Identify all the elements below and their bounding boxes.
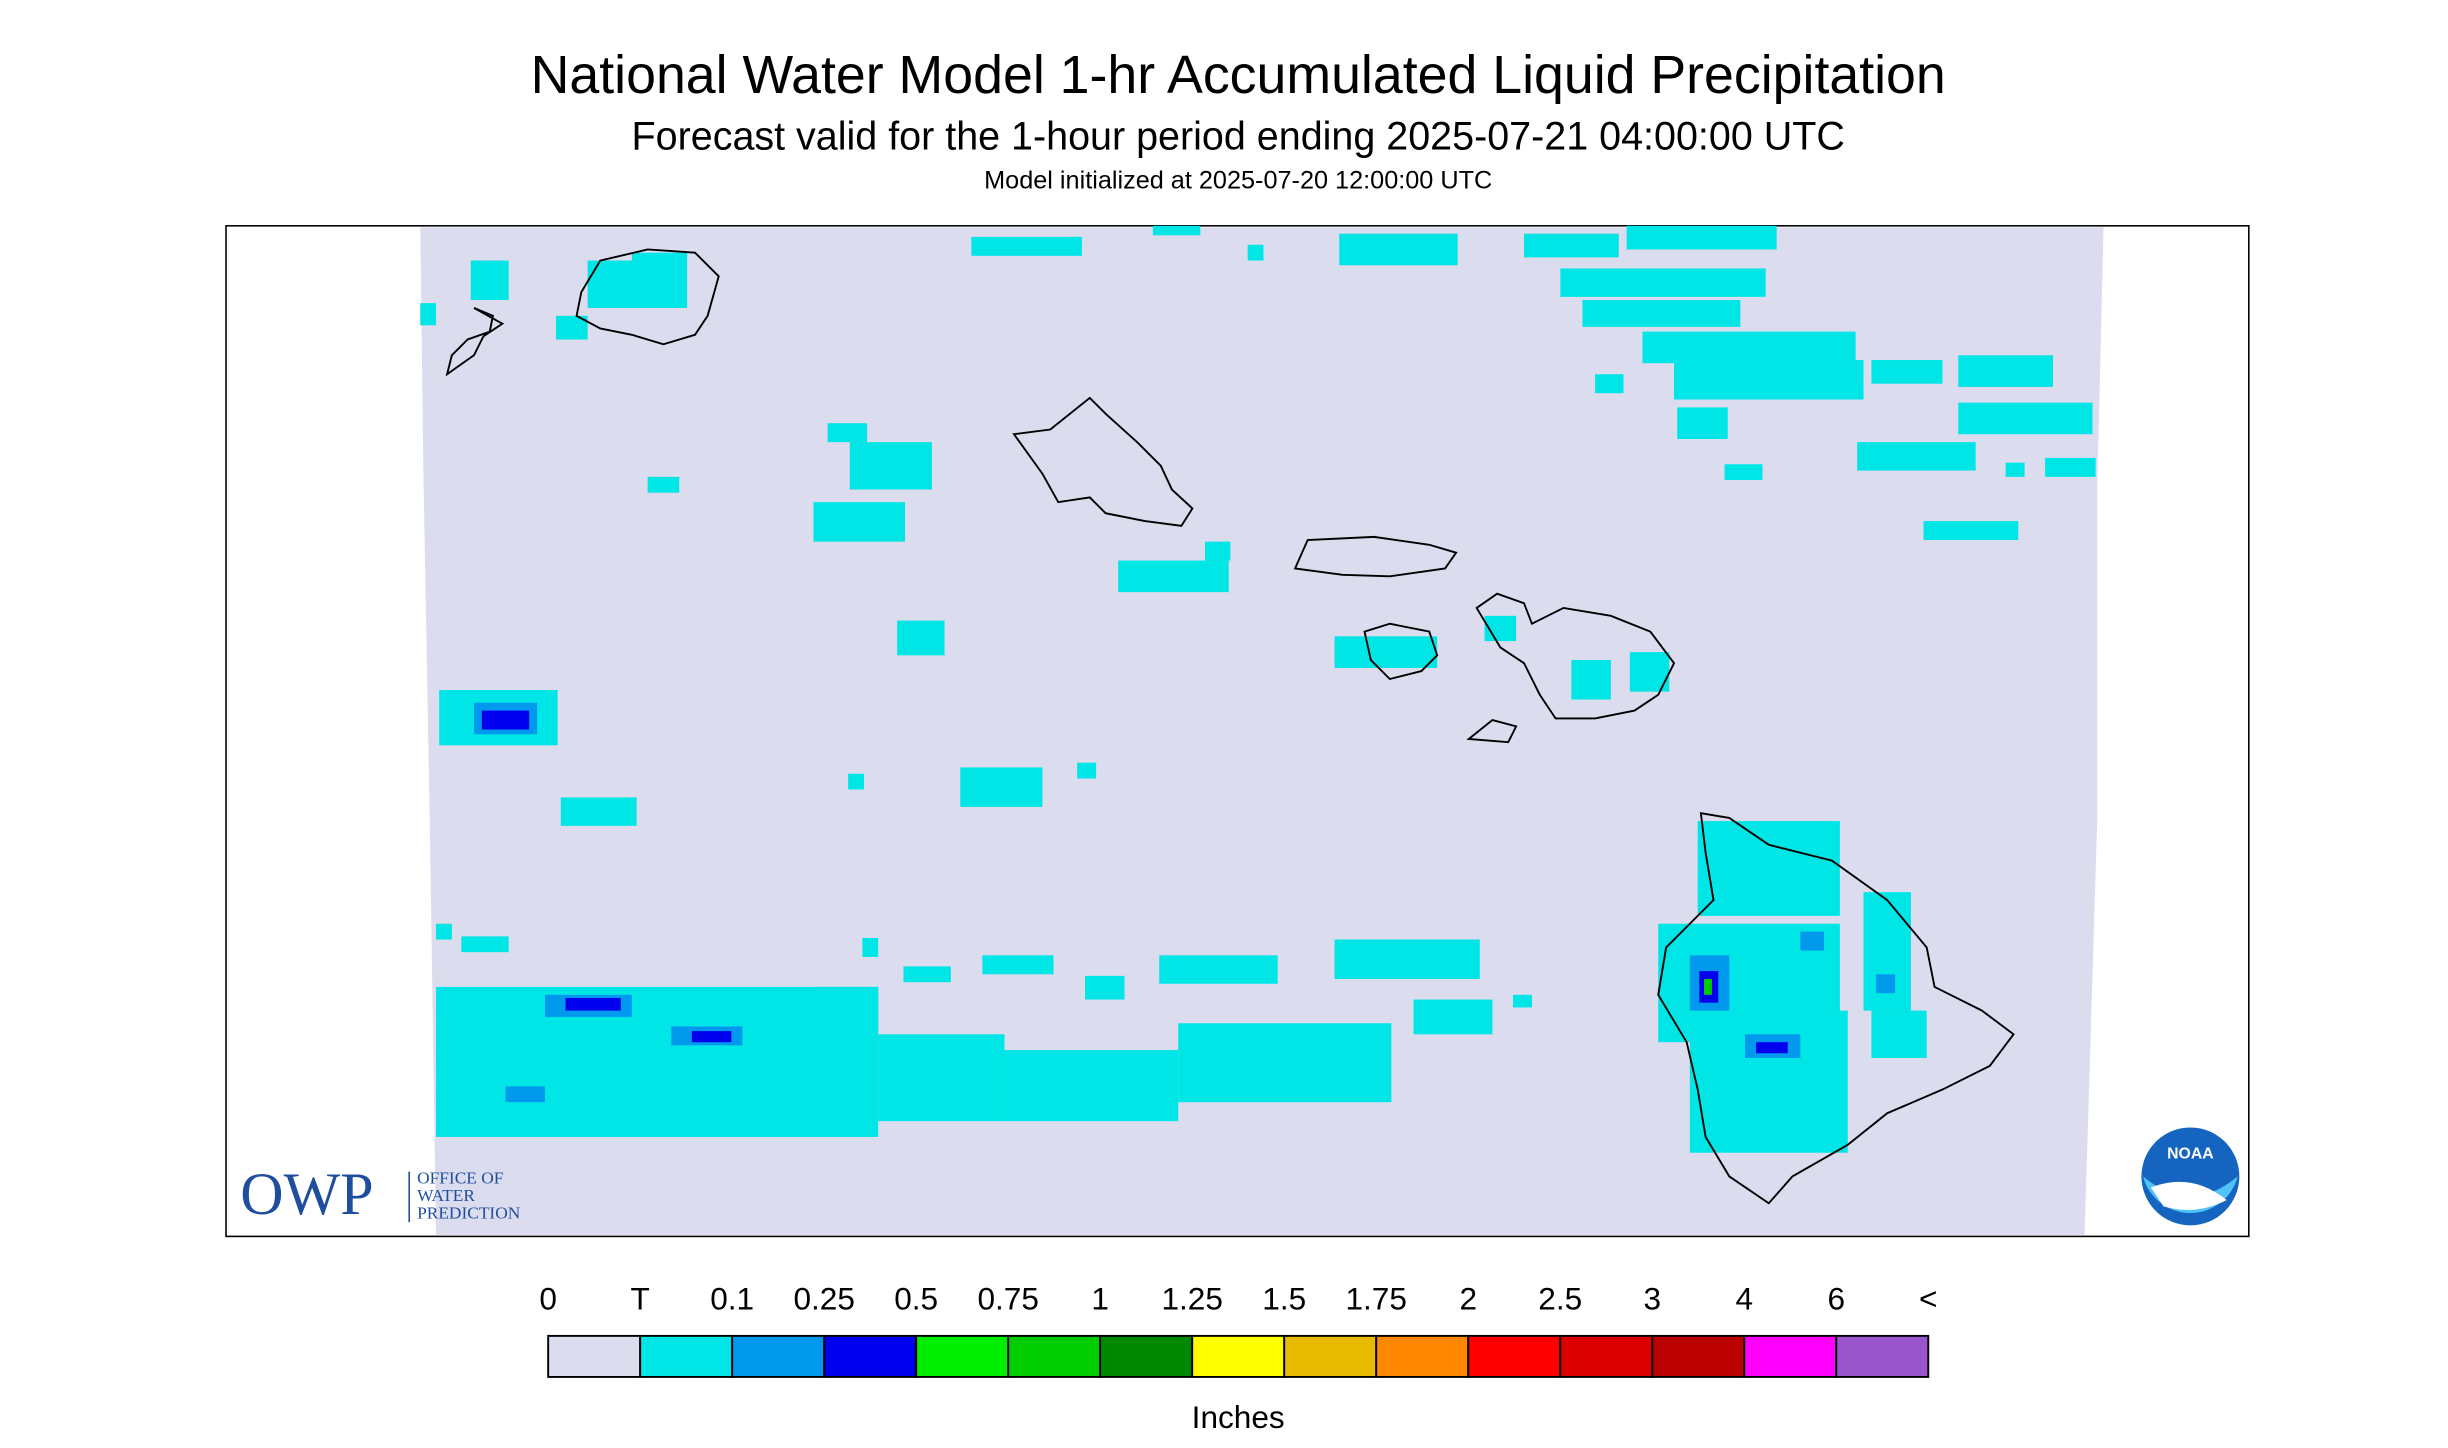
legend-swatch [1835, 1334, 1930, 1378]
legend-swatch [547, 1334, 642, 1378]
legend-label: 2 [1459, 1280, 1477, 1316]
legend-swatch [1559, 1334, 1654, 1378]
legend: Inches 0 T 0.1 0.25 0.5 0.75 1 1.25 1.5 1.75 2 2.5 3… [539, 1280, 1937, 1434]
owp-logo: OWP OFFICE OF WATER PREDICTION [240, 1161, 521, 1227]
legend-swatch [915, 1334, 1010, 1378]
legend-swatch [823, 1334, 918, 1378]
legend-swatch [1743, 1334, 1838, 1378]
noaa-mark: NOAA [2167, 1145, 2213, 1162]
legend-label: 4 [1735, 1280, 1753, 1316]
owp-line: OFFICE OF [417, 1169, 504, 1188]
legend-label: 1.25 [1161, 1280, 1222, 1316]
map: OWP OFFICE OF WATER PREDICTION NOAA [225, 225, 2250, 1238]
legend-label: 6 [1827, 1280, 1845, 1316]
noaa-logo: NOAA [2141, 1127, 2240, 1226]
legend-swatch [1283, 1334, 1378, 1378]
legend-label: 2.5 [1538, 1280, 1582, 1316]
legend-label: 1 [1091, 1280, 1109, 1316]
precip-trace [420, 225, 2096, 1153]
legend-swatch [731, 1334, 826, 1378]
legend-swatch [1099, 1334, 1194, 1378]
legend-swatch [1375, 1334, 1470, 1378]
owp-mark: OWP [240, 1161, 373, 1227]
legend-swatch [1651, 1334, 1746, 1378]
legend-label: 1.75 [1345, 1280, 1406, 1316]
owp-line: PREDICTION [417, 1203, 521, 1222]
legend-swatch [1467, 1334, 1562, 1378]
legend-label: 1.5 [1262, 1280, 1306, 1316]
legend-label: 3 [1643, 1280, 1661, 1316]
subtitle: Forecast valid for the 1-hour period end… [632, 114, 1845, 158]
legend-label: 0 [539, 1280, 557, 1316]
legend-label: < [1919, 1280, 1937, 1316]
legend-label: 0.1 [710, 1280, 754, 1316]
legend-label: T [631, 1280, 650, 1316]
title: National Water Model 1-hr Accumulated Li… [531, 45, 1946, 105]
legend-swatch [1191, 1334, 1286, 1378]
coastlines [445, 248, 2015, 1205]
legend-label: 0.25 [793, 1280, 854, 1316]
legend-swatch [639, 1334, 734, 1378]
legend-swatch [1007, 1334, 1102, 1378]
owp-line: WATER [417, 1186, 475, 1205]
legend-unit: Inches [1192, 1399, 1285, 1435]
legend-label: 0.75 [977, 1280, 1038, 1316]
init-note: Model initialized at 2025-07-20 12:00:00… [984, 166, 1492, 194]
legend-label: 0.5 [894, 1280, 938, 1316]
